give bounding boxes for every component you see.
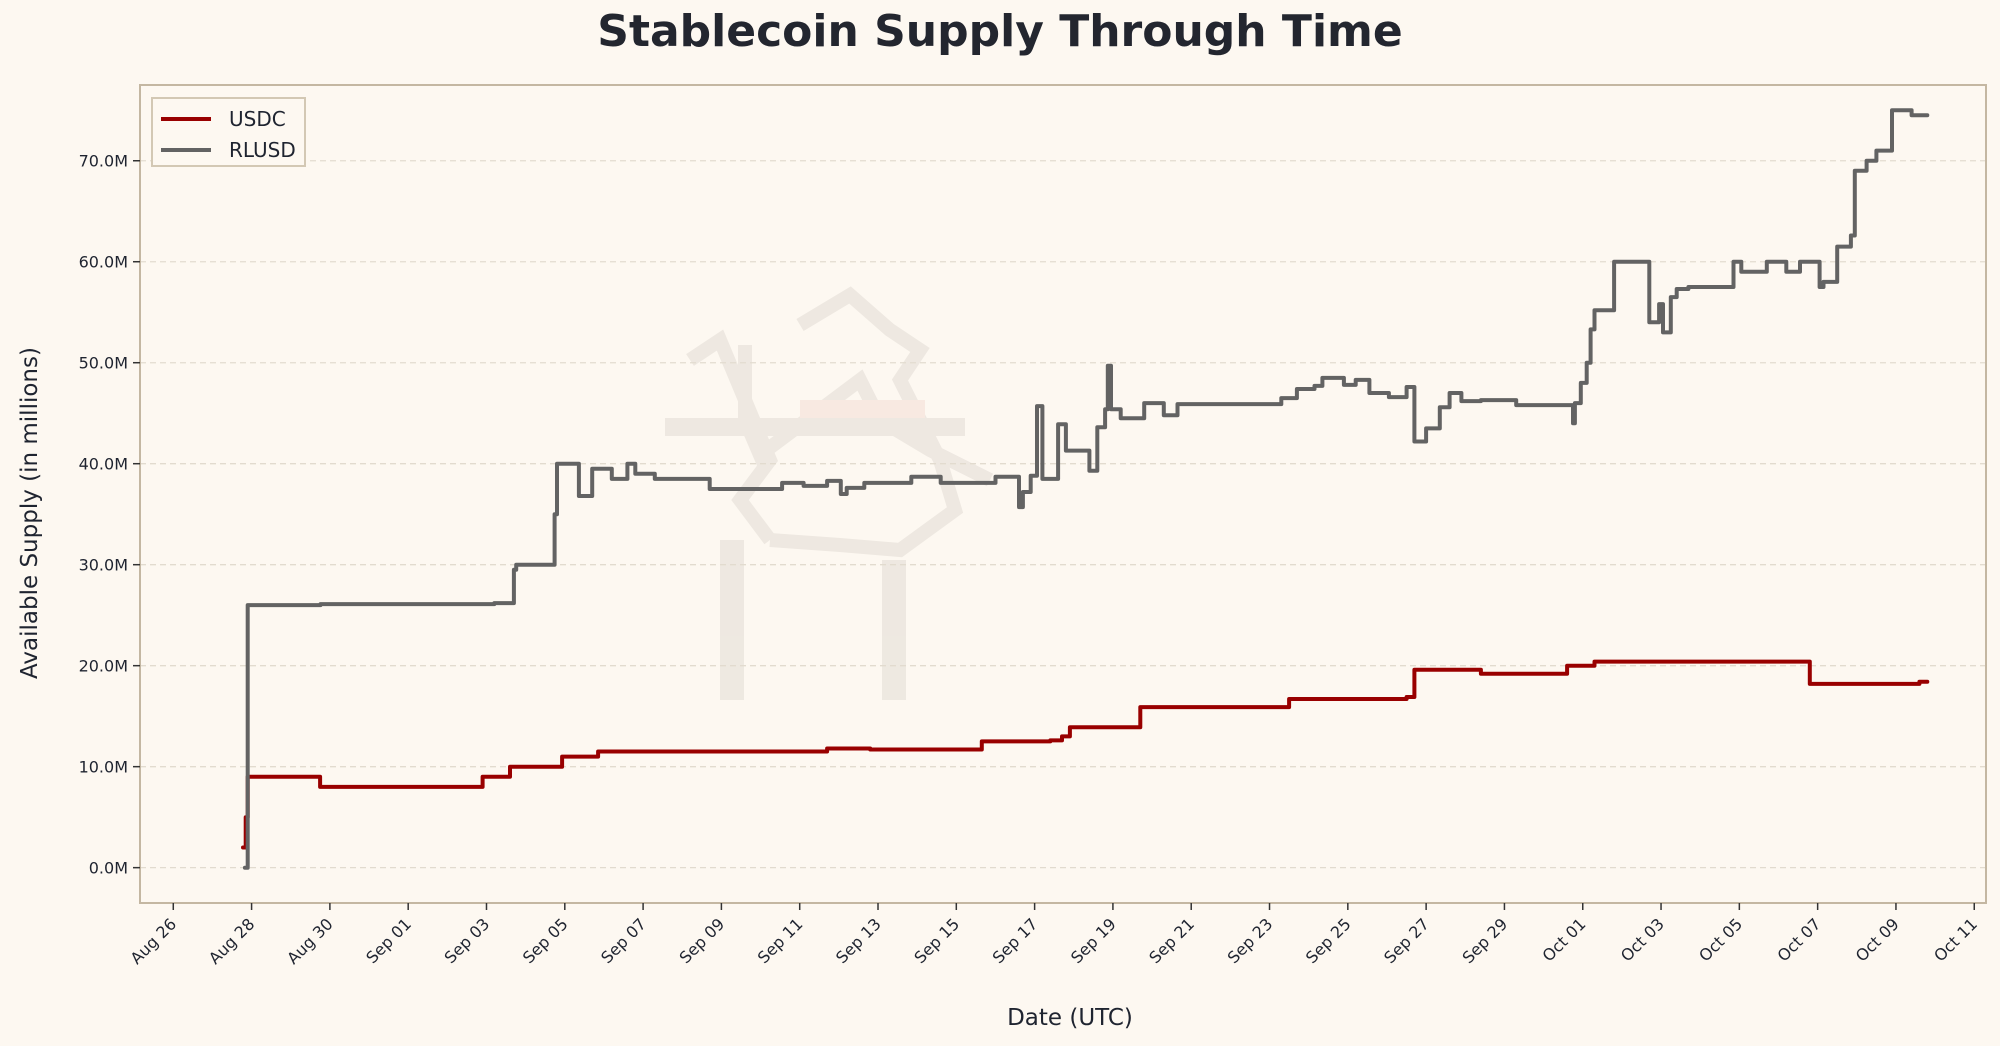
y-tick-label: 70.0M: [79, 152, 128, 171]
x-tick-label: Sep 11: [754, 914, 807, 967]
x-tick-label: Sep 19: [1067, 914, 1120, 967]
plot-frame: [139, 84, 1987, 904]
y-tick-label: 30.0M: [79, 556, 128, 575]
x-tick-label: Aug 26: [127, 914, 181, 968]
legend: USDC RLUSD: [151, 97, 306, 167]
x-tick-label: Aug 30: [283, 914, 337, 968]
x-tick-label: Sep 21: [1145, 914, 1198, 967]
series-line-rlusd: [242, 108, 1930, 870]
series-line-usdc: [241, 659, 1930, 850]
legend-swatch-rlusd: [161, 148, 211, 152]
x-tick-label: Sep 15: [910, 914, 963, 967]
y-tick-label: 0.0M: [89, 859, 128, 878]
x-tick-label: Sep 27: [1380, 914, 1433, 967]
x-tick-label: Sep 05: [519, 914, 572, 967]
y-tick-label: 20.0M: [79, 657, 128, 676]
x-tick-label: Sep 07: [597, 914, 650, 967]
y-tick-label: 50.0M: [79, 354, 128, 373]
x-tick-label: Oct 11: [1930, 914, 1981, 965]
x-tick-label: Sep 13: [832, 914, 885, 967]
x-tick-label: Oct 01: [1539, 914, 1590, 965]
x-tick-label: Sep 23: [1224, 914, 1277, 967]
x-tick-label: Aug 28: [205, 914, 259, 968]
x-tick-label: Oct 05: [1695, 914, 1746, 965]
x-tick-label: Oct 03: [1617, 914, 1668, 965]
x-tick-label: Oct 07: [1773, 914, 1824, 965]
x-tick-label: Sep 09: [675, 914, 728, 967]
y-tick-label: 40.0M: [79, 455, 128, 474]
chart-title: Stablecoin Supply Through Time: [597, 6, 1403, 57]
x-tick-label: Sep 01: [362, 914, 415, 967]
legend-item-rlusd: RLUSD: [161, 136, 296, 164]
x-tick-label: Sep 29: [1459, 914, 1512, 967]
y-tick-label: 10.0M: [79, 758, 128, 777]
legend-swatch-usdc: [161, 117, 211, 121]
x-axis-label: Date (UTC): [1007, 1005, 1133, 1031]
x-tick-label: Oct 09: [1852, 914, 1903, 965]
legend-label-usdc: USDC: [229, 107, 286, 131]
x-tick-label: Sep 03: [441, 914, 494, 967]
y-tick-label: 60.0M: [79, 253, 128, 272]
legend-item-usdc: USDC: [161, 105, 286, 133]
legend-label-rlusd: RLUSD: [229, 138, 296, 162]
x-tick-label: Sep 25: [1302, 914, 1355, 967]
x-tick-label: Sep 17: [989, 914, 1042, 967]
logo-watermark: [665, 286, 994, 700]
